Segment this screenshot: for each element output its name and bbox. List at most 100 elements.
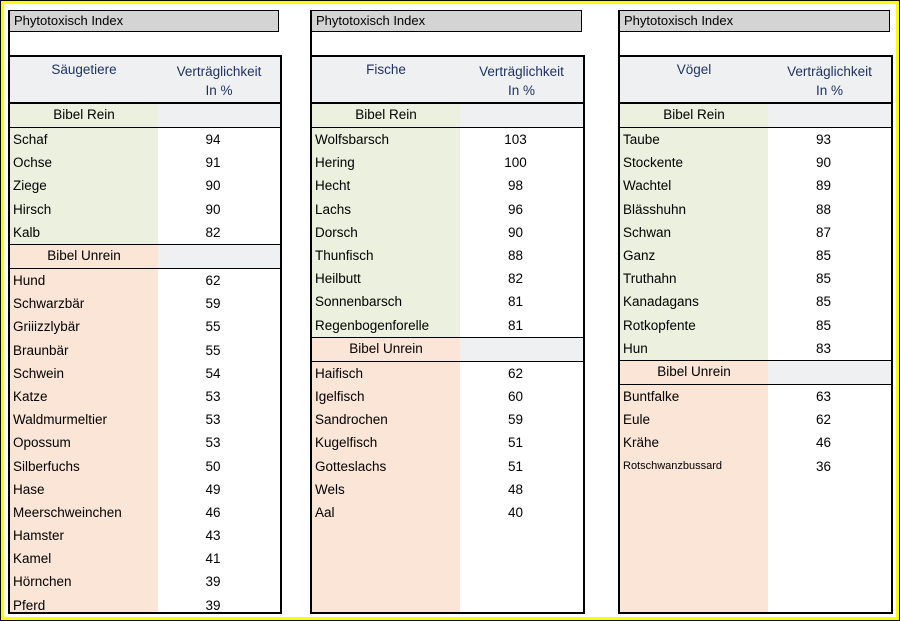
tolerance-value-cell: 49 [158, 477, 280, 501]
category-header: Vögel [676, 62, 712, 77]
tolerance-value-cell: 83 [768, 336, 891, 360]
animal-name-cell: Schwan [620, 220, 768, 244]
animal-name-cell: Dorsch [312, 220, 460, 244]
section-spacer-cell [768, 360, 891, 384]
tolerance-value-cell: 96 [460, 197, 583, 221]
animal-name-cell: Schwarzbär [10, 292, 158, 316]
animal-name-cell: Pferd [10, 593, 158, 612]
table-row: Opossum 53 [10, 431, 280, 455]
table-row: Pferd 39 [10, 593, 280, 612]
value-header-line2: In % [815, 83, 843, 98]
table-row: Hase 49 [10, 477, 280, 501]
table-row: Wachtel 89 [620, 174, 891, 198]
animal-name-cell: Hecht [312, 174, 460, 198]
table-row: Schwan 87 [620, 220, 891, 244]
tolerance-value-cell: 62 [158, 268, 280, 293]
tolerance-value-cell: 62 [460, 361, 583, 385]
table-row: Taube 93 [620, 128, 891, 152]
phytotoxisch-table: Phytotoxisch Index Fische Verträglichkeit I… [310, 10, 585, 614]
tolerance-value-cell: 87 [768, 220, 891, 244]
table-row: Hering 100 [312, 151, 583, 175]
tolerance-value-cell: 98 [460, 174, 583, 198]
table-row: Griiizzlybär 55 [10, 315, 280, 339]
table-row: Ochse 91 [10, 151, 280, 175]
tolerance-value-cell: 62 [768, 408, 891, 432]
section-label: Bibel Unrein [312, 337, 460, 361]
tolerance-value-cell: 53 [158, 408, 280, 432]
table-title: Phytotoxisch Index [310, 10, 582, 32]
animal-name-cell: Sonnenbarsch [312, 290, 460, 314]
spacer-row [8, 32, 282, 55]
table-title: Phytotoxisch Index [618, 10, 890, 32]
table-row: Haifisch 62 [312, 361, 583, 385]
tolerance-value-cell: 41 [158, 547, 280, 571]
tolerance-value-cell: 81 [460, 290, 583, 314]
section-label: Bibel Unrein [10, 244, 158, 268]
table-row: Katze 53 [10, 384, 280, 409]
tolerance-value-cell: 50 [158, 454, 280, 478]
tolerance-value-cell: 91 [158, 151, 280, 175]
tolerance-value-cell: 82 [460, 267, 583, 291]
table-row: Sandrochen 59 [312, 408, 583, 432]
tolerance-value-cell: 85 [768, 313, 891, 337]
section-spacer-cell [460, 337, 583, 361]
animal-name-cell: Waldmurmeltier [10, 408, 158, 432]
tolerance-value-cell: 90 [158, 174, 280, 198]
table-row: Kamel 41 [10, 547, 280, 571]
table-row: Hirsch 90 [10, 197, 280, 221]
table-row: Regenbogenforelle 81 [312, 313, 583, 337]
animal-name-cell: Silberfuchs [10, 454, 158, 478]
tolerance-value-cell: 88 [460, 243, 583, 268]
tolerance-value-cell: 94 [158, 128, 280, 152]
animal-name-cell: Ochse [10, 151, 158, 175]
tolerance-value-cell: 48 [460, 477, 583, 501]
column-header-row: Vögel Verträglichkeit In % [620, 57, 891, 104]
table-row: Buntfalke 63 [620, 384, 891, 409]
section-header-row: Bibel Rein [620, 104, 891, 128]
animal-name-cell: Meerschweinchen [10, 500, 158, 524]
table-row: Hund 62 [10, 268, 280, 293]
tolerance-value-cell: 88 [768, 197, 891, 221]
table-row: Meerschweinchen 46 [10, 500, 280, 524]
animal-name-cell: Wels [312, 477, 460, 501]
tolerance-value-cell: 53 [158, 431, 280, 455]
tolerance-value-cell: 51 [460, 431, 583, 455]
table-body-box: Fische Verträglichkeit In % Bibel Rein Wolfs… [310, 55, 585, 614]
animal-name-cell: Blässhuhn [620, 197, 768, 221]
table-row: Thunfisch 88 [312, 243, 583, 268]
animal-name-cell: Stockente [620, 151, 768, 175]
value-header: Verträglichkeit In % [158, 57, 280, 102]
table-row: Schaf 94 [10, 128, 280, 152]
tolerance-value-cell: 46 [158, 500, 280, 524]
section-label: Bibel Rein [10, 104, 158, 127]
table-row: Waldmurmeltier 53 [10, 408, 280, 432]
animal-name-cell: Thunfisch [312, 243, 460, 268]
table-row: Schwein 54 [10, 361, 280, 385]
value-header-line1: Verträglichkeit [479, 64, 564, 79]
table-row: Dorsch 90 [312, 220, 583, 244]
animal-name-cell: Rotschwanzbussard [620, 454, 768, 478]
tolerance-value-cell: 85 [768, 267, 891, 291]
column-header-row: Fische Verträglichkeit In % [312, 57, 583, 104]
tolerance-value-cell: 59 [460, 408, 583, 432]
table-row: Rotschwanzbussard 36 [620, 454, 891, 478]
animal-name-cell: Ganz [620, 243, 768, 268]
tolerance-value-cell: 55 [158, 315, 280, 339]
tolerance-value-cell: 85 [768, 243, 891, 268]
tolerance-value-cell: 59 [158, 292, 280, 316]
tolerance-value-cell: 90 [158, 197, 280, 221]
value-header-line2: In % [205, 83, 233, 98]
animal-name-cell: Schaf [10, 128, 158, 152]
animal-name-cell: Taube [620, 128, 768, 152]
tolerance-value-cell: 60 [460, 384, 583, 409]
tolerance-value-cell: 90 [460, 220, 583, 244]
table-body-box: Vögel Verträglichkeit In % Bibel Rein Taube 9… [618, 55, 893, 614]
table-row: Hecht 98 [312, 174, 583, 198]
tolerance-value-cell: 46 [768, 431, 891, 455]
tolerance-value-cell: 40 [460, 500, 583, 524]
category-header: Fische [366, 62, 406, 77]
filler-value-cell [460, 524, 583, 612]
section-header-row: Bibel Rein [10, 104, 280, 128]
animal-name-cell: Griiizzlybär [10, 315, 158, 339]
table-row: Stockente 90 [620, 151, 891, 175]
